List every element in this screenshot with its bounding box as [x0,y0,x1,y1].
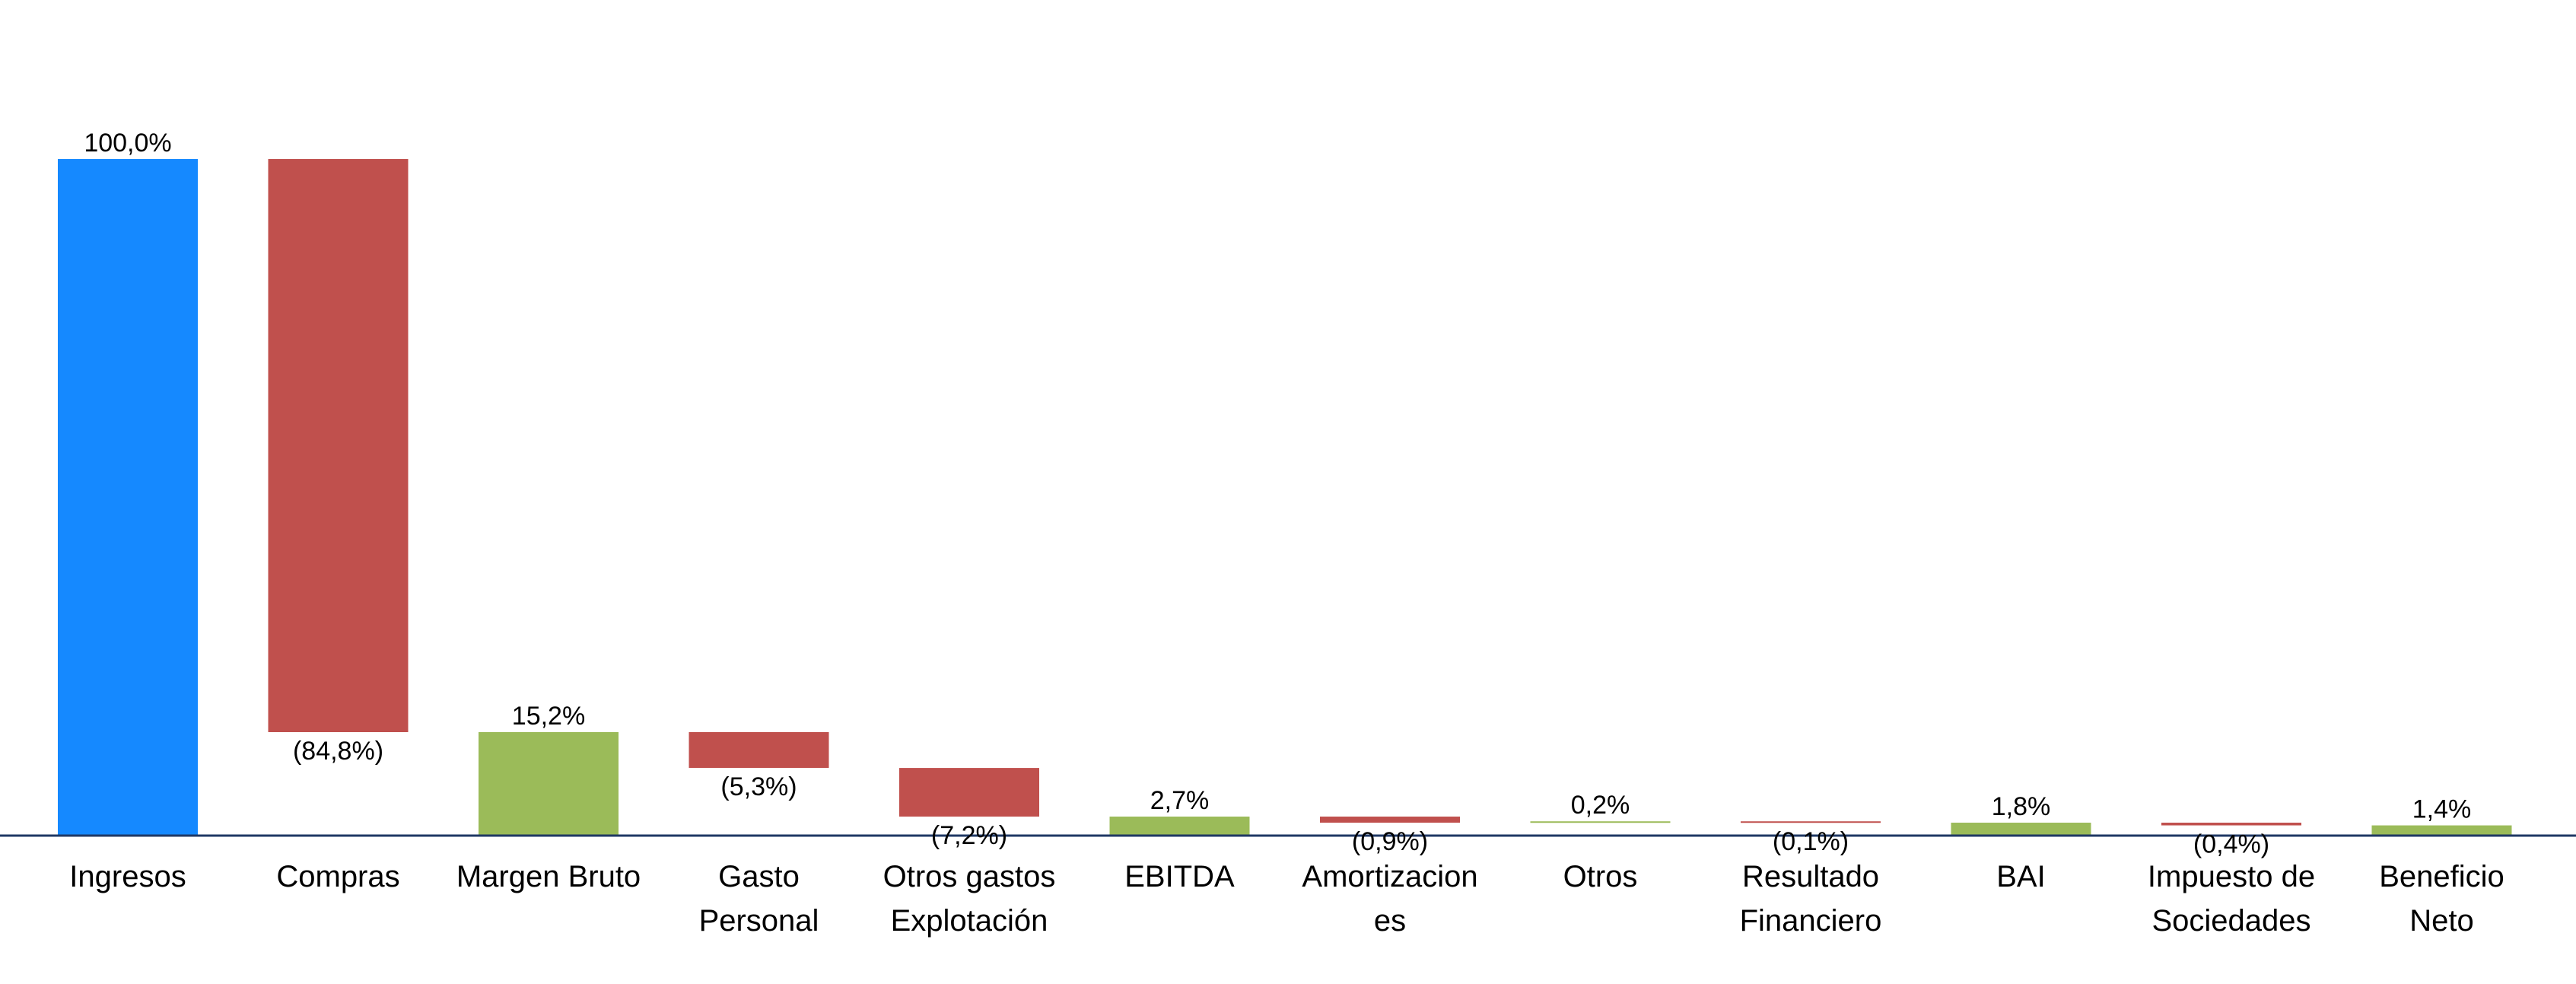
x-tick-label-2: Compras [276,860,399,893]
x-tick-label-line: Gasto [718,860,800,893]
x-tick-label-6: EBITDA [1124,860,1235,893]
bar-12 [2371,825,2512,835]
data-label-11: (0,4%) [2193,830,2269,859]
data-label-5: (7,2%) [931,821,1007,850]
data-label-8: 0,2% [1571,791,1630,820]
x-tick-label-line: Compras [276,860,399,893]
x-tick-label-line: es [1374,904,1406,938]
bar-8 [1530,821,1671,823]
x-tick-label-10: BAI [1996,860,2045,893]
x-tick-label-7: Amortizacion es [1302,860,1477,938]
x-tick-label-1: Ingresos [69,860,186,893]
x-tick-label-line: EBITDA [1124,860,1235,893]
x-tick-label-line: Personal [699,904,819,938]
x-axis-labels-layer: Ingresos Compras Margen Bruto Gasto Personal… [69,860,2504,938]
x-tick-label-11: Impuesto de Sociedades [2148,860,2315,938]
x-tick-label-5: Otros gastos Explotación [883,860,1056,938]
x-tick-label-line: Beneficio [2379,860,2504,893]
bar-5 [899,768,1039,817]
bar-1 [58,159,198,835]
data-labels-layer: 100,0% (84,8%) 15,2% (5,3%) (7,2%) 2,7% (0,9%)… [84,129,2471,859]
x-tick-label-line: Neto [2409,904,2474,938]
x-tick-label-line: Impuesto de [2148,860,2315,893]
bar-3 [479,732,619,835]
x-tick-label-9: Resultado Financiero [1740,860,1882,938]
x-tick-label-line: BAI [1996,860,2045,893]
data-label-1: 100,0% [84,129,171,158]
bar-10 [1951,823,2091,835]
data-label-7: (0,9%) [1352,827,1428,856]
data-label-2: (84,8%) [293,737,383,766]
x-tick-label-8: Otros [1563,860,1638,893]
data-label-10: 1,8% [1992,792,2051,821]
data-label-6: 2,7% [1150,786,1210,815]
bar-9 [1741,821,1881,823]
x-tick-label-line: Explotación [891,904,1048,938]
x-tick-label-line: Sociedades [2151,904,2310,938]
x-tick-label-line: Margen Bruto [456,860,641,893]
bar-6 [1109,817,1250,835]
bar-7 [1320,817,1460,823]
data-label-4: (5,3%) [720,772,797,801]
x-tick-label-4: Gasto Personal [699,860,819,938]
bars-layer [58,159,2512,835]
x-tick-label-line: Financiero [1740,904,1882,938]
x-tick-label-line: Resultado [1742,860,1879,893]
bar-2 [268,159,409,733]
bar-11 [2161,823,2301,826]
x-tick-label-line: Otros [1563,860,1638,893]
x-tick-label-3: Margen Bruto [456,860,641,893]
data-label-12: 1,4% [2412,795,2472,824]
x-tick-label-12: Beneficio Neto [2379,860,2504,938]
x-tick-label-line: Amortizacion [1302,860,1477,893]
data-label-3: 15,2% [512,702,585,731]
data-label-9: (0,1%) [1773,827,1849,856]
bar-4 [689,732,829,769]
x-tick-label-line: Otros gastos [883,860,1056,893]
x-tick-label-line: Ingresos [69,860,186,893]
